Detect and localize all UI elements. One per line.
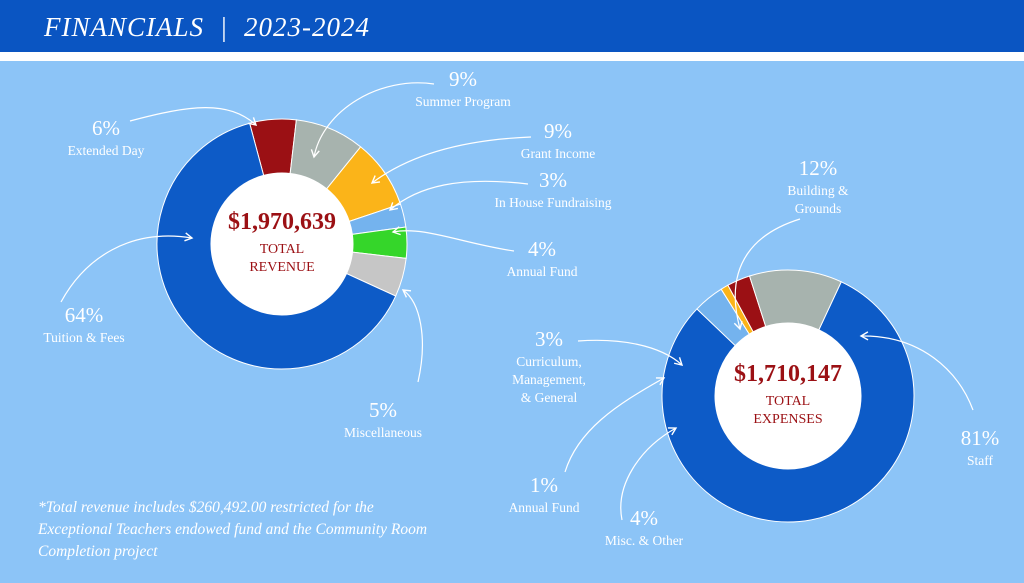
revenue-center-value: $1,970,639	[228, 209, 336, 235]
expenses-callout-pct-curriculum-management-general: 3%	[535, 327, 563, 351]
expenses-callout-pct-staff: 81%	[961, 426, 1000, 450]
title-years: 2023-2024	[243, 12, 370, 42]
expenses-callout-label-curriculum-management-general: & General	[521, 390, 578, 405]
revenue-callout-pct-in-house-fundraising: 3%	[539, 168, 567, 192]
revenue-callout-label-grant-income: Grant Income	[521, 146, 596, 161]
expenses-callout-arrow-misc-other	[620, 427, 678, 521]
revenue-callout-pct-annual-fund: 4%	[528, 237, 556, 261]
expenses-callout-label-curriculum-management-general: Curriculum,	[516, 354, 582, 369]
title-text: FINANCIALS	[44, 12, 205, 42]
expenses-callout-label-misc-other: Misc. & Other	[605, 533, 684, 548]
revenue-callout-arrow-extended-day	[129, 107, 258, 126]
revenue-callout-pct-tuition-fees: 64%	[65, 303, 104, 327]
title-separator: |	[219, 12, 229, 42]
expenses-center-label-1: TOTAL	[766, 394, 811, 409]
expenses-callout-pct-building-grounds: 12%	[799, 156, 838, 180]
expenses-callout-arrow-annual-fund	[564, 377, 666, 473]
revenue-callout-arrow-summer-program	[310, 82, 435, 159]
revenue-callout-arrow-annual-fund	[391, 226, 515, 252]
header-rule	[0, 52, 1024, 61]
expenses-callout-label-staff: Staff	[967, 453, 994, 468]
footnote: *Total revenue includes $260,492.00 rest…	[38, 499, 428, 560]
expenses-callout-label-building-grounds: Building &	[787, 183, 849, 198]
revenue-callout-arrow-tuition-fees	[60, 232, 194, 303]
expenses-center-value: $1,710,147	[734, 361, 842, 387]
revenue-callout-label-extended-day: Extended Day	[68, 143, 145, 158]
revenue-callout-label-miscellaneous: Miscellaneous	[344, 425, 422, 440]
revenue-callout-pct-miscellaneous: 5%	[369, 398, 397, 422]
expenses-callout-arrow-curriculum-management-general	[577, 339, 684, 366]
revenue-callout-pct-extended-day: 6%	[92, 116, 120, 140]
revenue-callout-label-summer-program: Summer Program	[415, 94, 511, 109]
expenses-callout-label-building-grounds: Grounds	[795, 201, 842, 216]
expenses-donut: $1,710,147 TOTAL EXPENSES	[661, 269, 915, 523]
expenses-callout-arrow-staff	[859, 331, 974, 411]
revenue-callout-pct-grant-income: 9%	[544, 119, 572, 143]
revenue-callout-label-tuition-fees: Tuition & Fees	[43, 330, 124, 345]
header-bar	[0, 0, 1024, 52]
revenue-donut: $1,970,639 TOTAL REVENUE	[156, 118, 408, 370]
revenue-callout-label-annual-fund: Annual Fund	[507, 264, 578, 279]
expenses-callout-pct-annual-fund: 1%	[530, 473, 558, 497]
revenue-callout-arrow-in-house-fundraising	[388, 180, 529, 211]
revenue-callout-arrow-grant-income	[370, 136, 532, 184]
expenses-callout-pct-misc-other: 4%	[630, 506, 658, 530]
revenue-callout-label-in-house-fundraising: In House Fundraising	[495, 195, 612, 210]
page-title: FINANCIALS | 2023-2024	[44, 12, 370, 43]
revenue-center-label-1: TOTAL	[260, 242, 305, 257]
revenue-callout-arrow-miscellaneous	[401, 289, 423, 383]
expenses-center-disc	[715, 323, 861, 469]
revenue-callout-pct-summer-program: 9%	[449, 67, 477, 91]
expenses-center-label-2: EXPENSES	[753, 412, 822, 427]
revenue-center-disc	[211, 173, 353, 315]
revenue-center-label-2: REVENUE	[249, 260, 314, 275]
expenses-callout-label-curriculum-management-general: Management,	[512, 372, 586, 387]
expenses-callout-arrow-building-grounds	[733, 218, 801, 331]
expenses-callout-label-annual-fund: Annual Fund	[509, 500, 580, 515]
expenses-slice-staff	[661, 281, 915, 523]
